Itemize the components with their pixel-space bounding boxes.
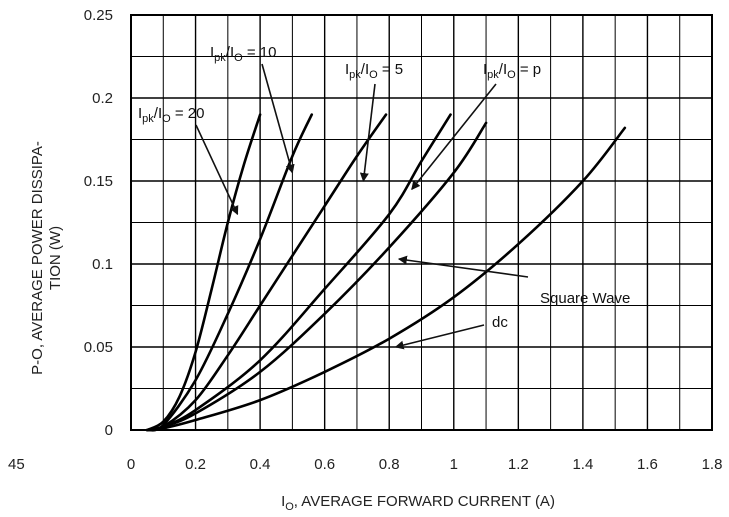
series-line-1 <box>145 113 262 432</box>
y-tick-label: 0.1 <box>92 256 113 273</box>
chart-ticks: 0 0.2 0.4 0.6 0.8 1 1.2 1.4 1.6 1.8 0 0.05 0.1 0.15 0.… <box>84 7 723 473</box>
x-tick-label: 1 <box>450 456 458 473</box>
y-tick-label: 0.2 <box>92 90 113 107</box>
chart-annotations: Ipk/IO = 20 Ipk/IO = 10 Ipk/IO = 5 Ipk/IO =… <box>138 44 630 350</box>
stray-label: 45 <box>8 456 25 473</box>
x-tick-label: 0.6 <box>314 456 335 473</box>
y-tick-label: 0.25 <box>84 7 113 24</box>
series-line-2 <box>145 113 314 432</box>
y-tick-label: 0.05 <box>84 339 113 356</box>
annotation-arrow <box>411 83 497 191</box>
plot-frame <box>130 14 713 431</box>
annotation-label: Ipk/IO = p <box>483 61 541 81</box>
annotation-label: Ipk/IO = 20 <box>138 105 204 125</box>
annotation-arrow <box>394 324 485 350</box>
x-tick-label: 0 <box>127 456 135 473</box>
x-tick-label: 1.8 <box>702 456 723 473</box>
x-tick-label: 1.4 <box>572 456 593 473</box>
annotation-label: dc <box>492 314 508 331</box>
chart-curves <box>145 113 627 432</box>
x-tick-label: 0.8 <box>379 456 400 473</box>
series-line-3 <box>145 113 388 432</box>
series-line-6 <box>145 126 627 432</box>
x-tick-label: 1.2 <box>508 456 529 473</box>
y-tick-label: 0.15 <box>84 173 113 190</box>
series-line-5 <box>145 121 488 432</box>
annotation-label: Square Wave <box>540 290 630 307</box>
annotation-label: Ipk/IO = 10 <box>210 44 276 64</box>
x-tick-label: 0.4 <box>250 456 271 473</box>
y-axis-label: P-O, AVERAGE POWER DISSIPA-TION (W) <box>29 141 64 375</box>
x-tick-label: 1.6 <box>637 456 658 473</box>
x-axis-label: IO, AVERAGE FORWARD CURRENT (A) <box>281 493 555 513</box>
annotation-arrow <box>397 255 529 278</box>
annotation-arrow <box>359 83 376 182</box>
x-tick-label: 0.2 <box>185 456 206 473</box>
annotation-label: Ipk/IO = 5 <box>345 61 403 81</box>
annotation-arrow <box>195 124 239 216</box>
y-tick-label: 0 <box>105 422 113 439</box>
chart-grid <box>130 14 713 431</box>
annotation-arrow <box>261 63 295 174</box>
